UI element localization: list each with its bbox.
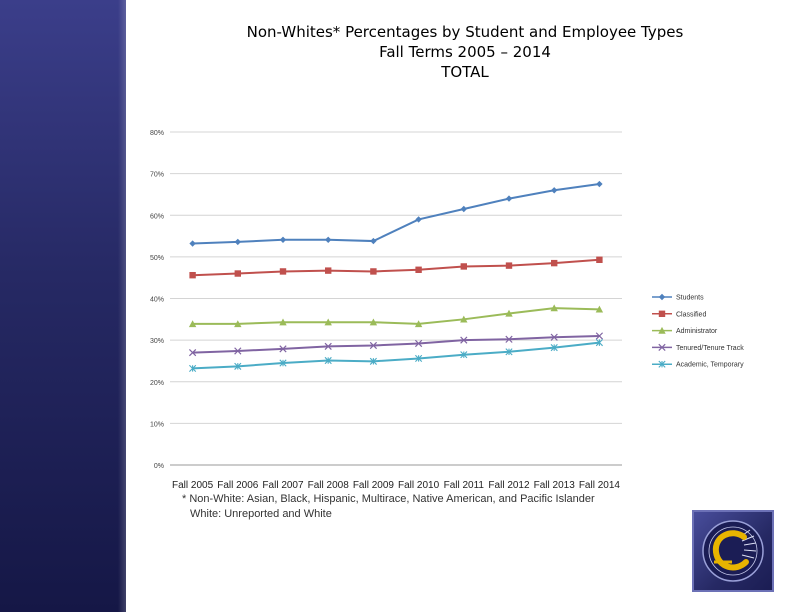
y-tick-label: 10% <box>150 421 164 428</box>
legend-marker-classified <box>658 310 666 317</box>
data-point-academic-temporary <box>189 364 197 373</box>
college-seal-c-icon <box>692 510 774 592</box>
slide-title: Non-Whites* Percentages by Student and E… <box>160 22 770 82</box>
data-point-administrator <box>550 304 558 312</box>
series-line-administrator <box>192 307 600 325</box>
title-line-3: TOTAL <box>441 63 489 81</box>
series-line-tenured-tenure-track <box>192 334 600 354</box>
series-line-classified <box>192 258 600 277</box>
y-tick-label: 30% <box>150 338 164 345</box>
x-tick-label: Fall 2007 <box>262 480 304 491</box>
data-point-administrator <box>595 305 604 313</box>
data-point-academic-temporary <box>234 362 242 370</box>
data-point-classified <box>551 259 558 267</box>
y-tick-label: 50% <box>150 255 164 262</box>
data-point-students <box>325 236 332 244</box>
legend-label-classified: Classified <box>676 311 706 318</box>
data-point-students <box>370 237 377 245</box>
data-point-tenured-tenure-track <box>234 347 242 355</box>
data-point-classified <box>460 263 467 270</box>
y-tick-label: 0% <box>154 463 164 470</box>
data-point-tenured-tenure-track <box>279 345 287 353</box>
x-tick-label: Fall 2011 <box>444 480 485 491</box>
x-tick-label: Fall 2013 <box>534 480 576 491</box>
data-point-classified <box>415 266 422 273</box>
data-point-tenured-tenure-track <box>369 341 378 350</box>
title-line-2: Fall Terms 2005 – 2014 <box>379 43 551 61</box>
data-point-administrator <box>188 320 197 328</box>
data-point-students <box>279 236 287 244</box>
data-point-administrator <box>234 320 242 328</box>
x-tick-label: Fall 2005 <box>172 480 214 491</box>
legend-label-students: Students <box>676 295 704 302</box>
data-point-administrator <box>460 315 468 323</box>
data-point-tenured-tenure-track <box>505 335 513 343</box>
y-tick-label: 60% <box>150 213 164 220</box>
data-point-classified <box>370 268 377 275</box>
data-point-classified <box>234 270 241 277</box>
legend-marker-students <box>658 293 666 301</box>
legend-label-tenured-tenure-track: Tenured/Tenure Track <box>676 345 744 352</box>
y-tick-label: 70% <box>150 172 164 179</box>
data-point-students <box>505 195 513 202</box>
sidebar-edge <box>118 0 126 612</box>
title-line-1: Non-Whites* Percentages by Student and E… <box>246 23 684 41</box>
data-point-classified <box>505 262 513 269</box>
series-line-academic-temporary <box>192 341 600 370</box>
footnote: * Non-White: Asian, Black, Hispanic, Mul… <box>182 492 595 522</box>
legend-marker-administrator <box>658 326 666 334</box>
x-tick-label: Fall 2014 <box>579 480 621 491</box>
data-point-classified <box>325 267 332 274</box>
data-point-students <box>460 205 467 213</box>
data-point-tenured-tenure-track <box>188 348 197 357</box>
data-point-administrator <box>279 318 287 326</box>
data-point-administrator <box>369 318 378 326</box>
legend-label-administrator: Administrator <box>676 328 718 335</box>
data-point-students <box>551 187 558 194</box>
data-point-students <box>415 216 422 223</box>
x-tick-label: Fall 2006 <box>217 480 259 491</box>
footnote-line-1: * Non-White: Asian, Black, Hispanic, Mul… <box>182 493 595 505</box>
x-tick-label: Fall 2009 <box>353 480 395 491</box>
data-point-academic-temporary <box>369 357 377 365</box>
data-point-classified <box>596 256 603 263</box>
data-point-academic-temporary <box>460 351 468 359</box>
footnote-line-2: White: Unreported and White <box>190 508 332 520</box>
y-tick-label: 80% <box>150 130 164 137</box>
data-point-administrator <box>414 320 423 328</box>
data-point-tenured-tenure-track <box>324 342 332 350</box>
x-tick-label: Fall 2012 <box>488 480 530 491</box>
data-point-administrator <box>505 309 513 317</box>
data-point-academic-temporary <box>279 359 287 367</box>
data-point-tenured-tenure-track <box>550 333 558 341</box>
data-point-academic-temporary <box>595 339 603 347</box>
data-point-classified <box>279 268 287 275</box>
data-point-students <box>234 238 241 246</box>
y-tick-label: 20% <box>150 380 164 387</box>
data-point-students <box>189 240 196 247</box>
data-point-administrator <box>324 318 332 326</box>
data-point-academic-temporary <box>415 354 423 363</box>
legend-label-academic-temporary: Academic, Temporary <box>676 362 744 369</box>
data-point-students <box>596 180 603 188</box>
data-point-classified <box>189 271 196 279</box>
legend-marker-tenured-tenure-track <box>658 343 666 352</box>
x-tick-label: Fall 2010 <box>398 480 440 491</box>
sidebar-band <box>0 0 126 612</box>
data-point-academic-temporary <box>505 348 513 356</box>
data-point-academic-temporary <box>324 356 332 365</box>
data-point-tenured-tenure-track <box>414 339 423 348</box>
data-point-academic-temporary <box>550 344 558 352</box>
data-point-tenured-tenure-track <box>460 336 468 344</box>
data-point-tenured-tenure-track <box>595 332 604 340</box>
series-line-students <box>192 183 600 245</box>
legend-marker-academic-temporary <box>658 360 666 368</box>
y-tick-label: 40% <box>150 297 164 304</box>
x-tick-label: Fall 2008 <box>308 480 350 491</box>
